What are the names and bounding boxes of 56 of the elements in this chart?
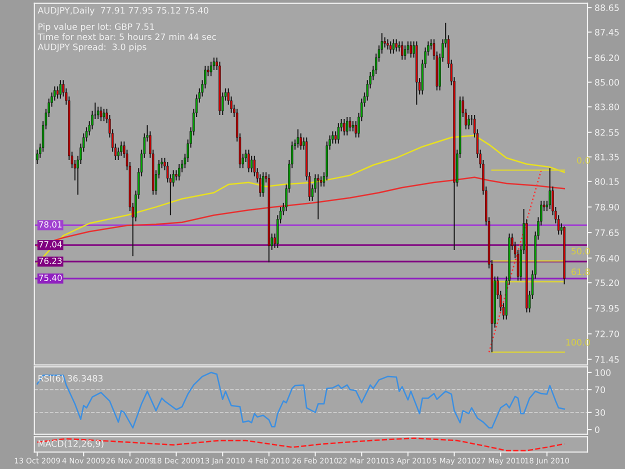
line-series (36, 372, 566, 429)
y-tick-label: 72.70 (595, 330, 619, 338)
candlestick (386, 38, 389, 50)
y-tick-label: 71.45 (595, 356, 619, 363)
annotation: AUDJPY Spread: 3.0 pips (38, 43, 146, 52)
candlestick (56, 86, 59, 100)
y-tick-label: 85.00 (595, 79, 619, 86)
candlestick (337, 122, 340, 144)
y-tick-label: 75.20 (595, 279, 619, 286)
chart-title: MACD(12,26,9) (38, 440, 104, 448)
candlestick (178, 163, 180, 181)
y-tick-label: 78.90 (595, 204, 619, 210)
candlestick (100, 106, 102, 122)
ref-line-label: 77.04 (39, 241, 62, 248)
annotation: Time for next bar: 5 hours 27 min 44 sec (38, 33, 216, 40)
y-tick-label: 80.15 (595, 178, 619, 185)
candlestick (102, 108, 105, 122)
candlestick (395, 38, 398, 52)
candlestick (120, 140, 122, 156)
y-tick-label: 83.80 (595, 104, 619, 110)
y-tick-label: 82.55 (595, 129, 619, 136)
candlestick (262, 172, 264, 198)
candlestick (296, 128, 300, 148)
candlestick (410, 40, 412, 58)
y-tick-label: 88.65 (595, 4, 619, 12)
annotation: Pip value per lot: GBP 7.51 (38, 23, 154, 32)
candlestick (317, 174, 320, 220)
candlestick (59, 80, 62, 100)
candlestick (343, 118, 346, 136)
candlestick (352, 120, 354, 132)
candlestick (392, 38, 395, 54)
y-tick-label: 70 (595, 386, 605, 394)
candlestick (96, 106, 100, 120)
y-tick-label: 77.65 (595, 229, 619, 236)
candlestick (334, 130, 337, 144)
y-tick-label: 0 (595, 426, 600, 434)
ref-line-label: 76.23 (39, 258, 62, 264)
candlestick (210, 61, 212, 77)
y-tick-label: 81.35 (595, 154, 619, 160)
chart-title: AUDJPY,Daily 77.91 77.95 75.12 75.40 (38, 6, 208, 16)
y-tick-label: 76.40 (595, 254, 619, 262)
y-tick-label: 30 (595, 409, 605, 416)
ref-line-label: 75.40 (39, 274, 62, 281)
y-tick-label: 87.45 (595, 28, 619, 36)
candlestick (248, 149, 250, 173)
ref-line-label: 78.01 (39, 221, 62, 228)
y-tick-label: 86.20 (595, 54, 619, 62)
candlestick (300, 132, 302, 150)
candlestick (404, 44, 406, 60)
candlestick (346, 116, 348, 136)
y-tick-label: 73.95 (595, 305, 619, 312)
y-tick-label: 100 (595, 369, 611, 376)
candlestick (389, 40, 392, 54)
candlestick (401, 40, 404, 60)
candlestick (250, 155, 253, 173)
candlestick (348, 116, 352, 132)
